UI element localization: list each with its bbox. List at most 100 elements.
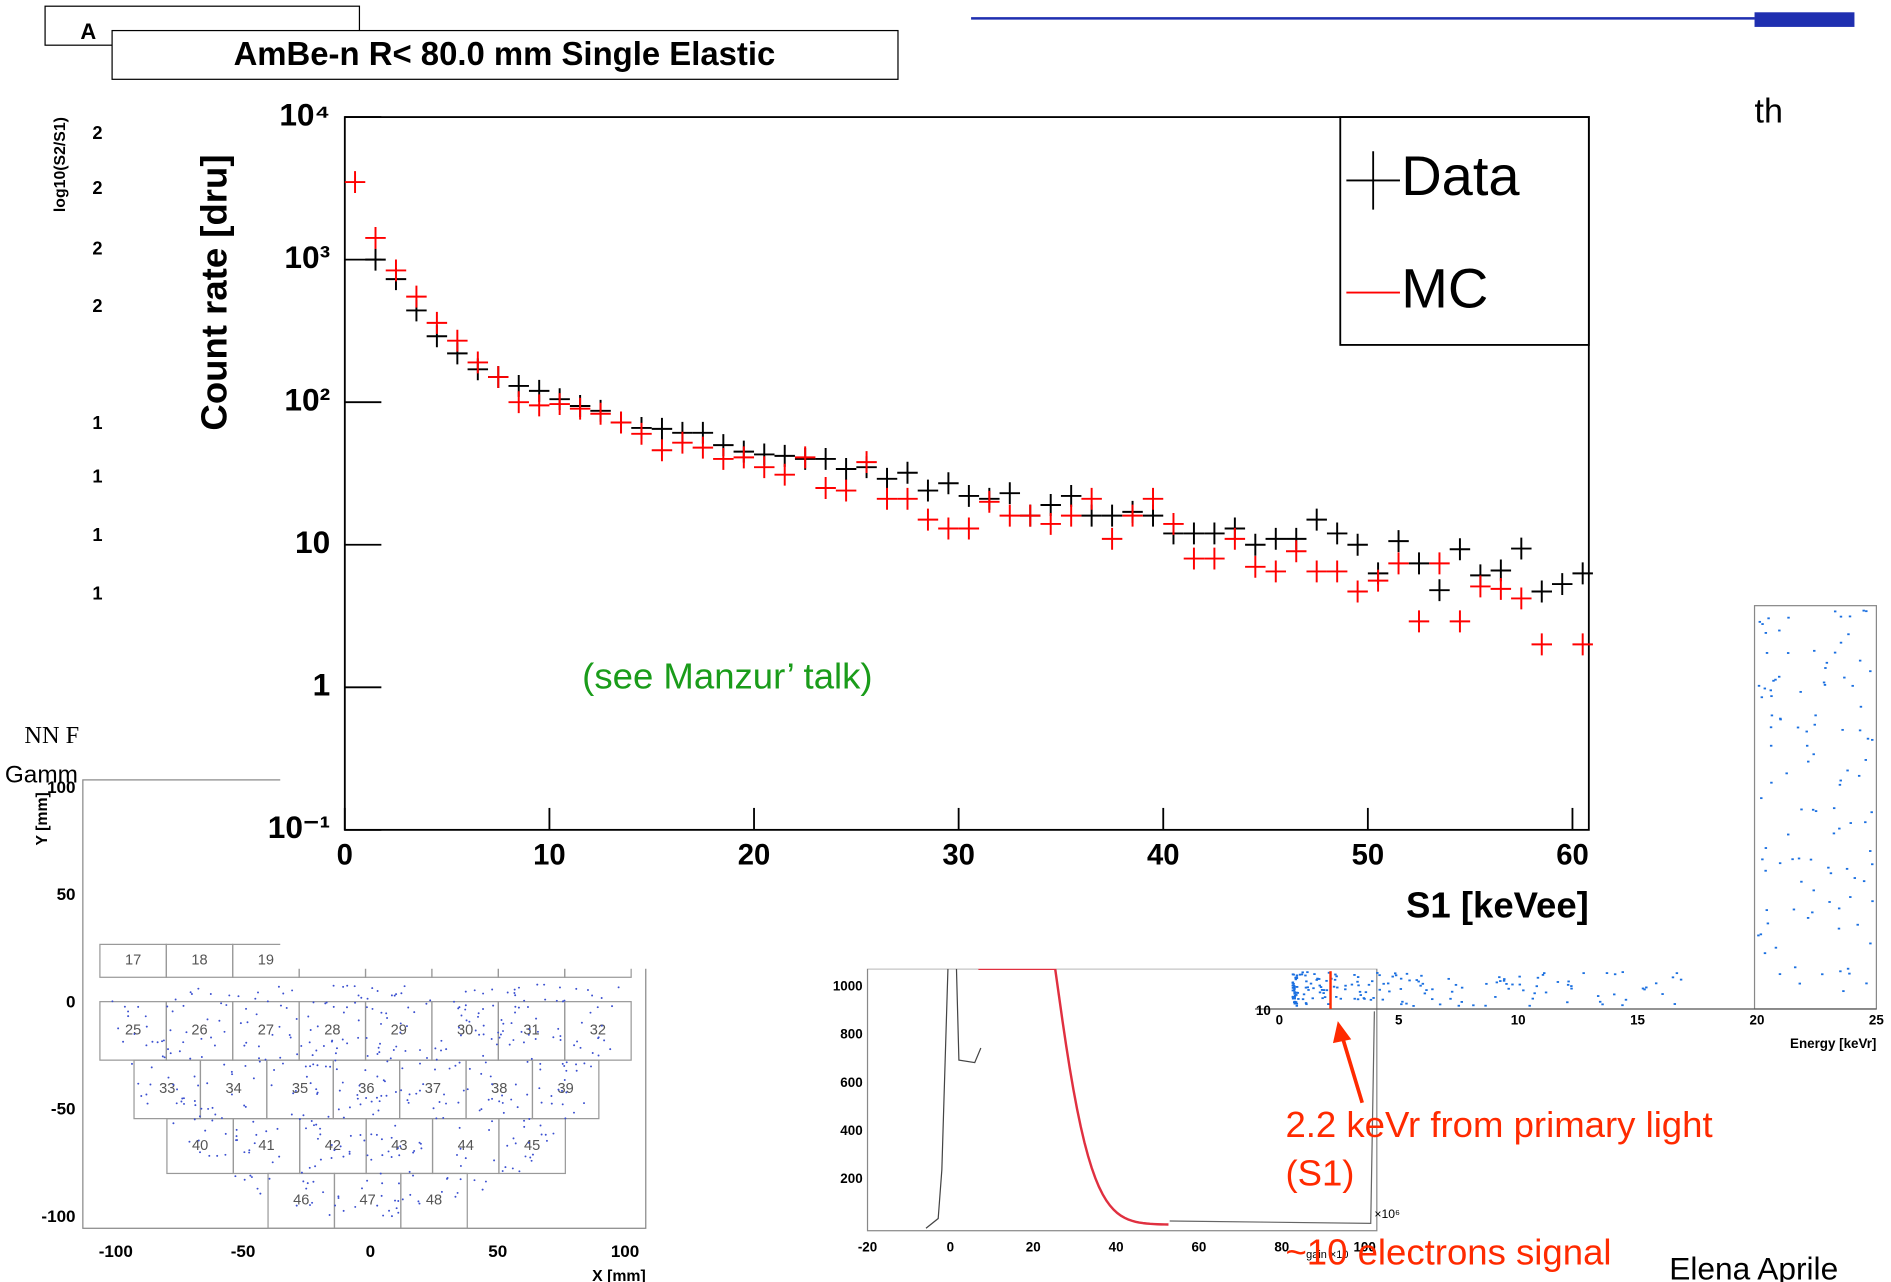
map-dot xyxy=(418,1089,421,1092)
x-tick-label: 30 xyxy=(942,839,975,871)
energy-dot xyxy=(1320,989,1324,991)
energy-dot xyxy=(1295,1004,1299,1007)
data-point xyxy=(1511,537,1532,560)
energy-dot xyxy=(1391,975,1394,978)
energy-dot xyxy=(1394,974,1398,977)
map-dot xyxy=(413,1149,416,1152)
map-cell-label: 29 xyxy=(391,1023,407,1039)
map-dot xyxy=(385,1094,388,1097)
map-dot xyxy=(127,1010,130,1013)
map-dot xyxy=(243,1104,246,1107)
legend-label: MC xyxy=(1401,256,1488,319)
data-point xyxy=(897,487,918,510)
energy-dot xyxy=(1419,984,1422,987)
map-dot xyxy=(482,1054,485,1057)
map-dot xyxy=(346,984,349,987)
map-dot xyxy=(482,1024,485,1027)
map-dot xyxy=(331,1039,334,1042)
map-dot xyxy=(376,1204,379,1207)
map-cell-label: 35 xyxy=(292,1081,308,1097)
map-dot xyxy=(319,1158,322,1161)
energy-dot xyxy=(1566,1001,1569,1004)
map-dot xyxy=(337,1108,340,1111)
map-dot xyxy=(468,1067,471,1070)
energy-dot xyxy=(1764,869,1767,872)
map-dot xyxy=(295,1204,298,1207)
map-cell-label: 34 xyxy=(226,1081,242,1097)
energy-dot xyxy=(1805,730,1808,733)
map-cell-label: 39 xyxy=(558,1081,574,1097)
energy-dot xyxy=(1858,659,1862,662)
energy-dot xyxy=(1761,623,1764,625)
energy-dot xyxy=(1400,1003,1403,1006)
map-dot xyxy=(356,1097,359,1100)
map-dot xyxy=(502,1022,505,1025)
energy-dot xyxy=(1438,1003,1442,1006)
map-cell-label: 42 xyxy=(325,1138,341,1154)
map-dot xyxy=(224,1132,227,1135)
data-point xyxy=(1204,522,1225,545)
map-dot xyxy=(145,1044,148,1047)
energy-dot xyxy=(1318,991,1322,994)
data-point xyxy=(365,226,386,249)
map-dot xyxy=(245,1007,248,1010)
energy-dot xyxy=(1295,991,1298,994)
map-dot xyxy=(580,1021,583,1024)
map-dot xyxy=(270,1084,273,1087)
energy-dot xyxy=(1671,976,1675,979)
energy-dot xyxy=(1420,974,1423,977)
map-dot xyxy=(597,1054,600,1057)
data-point xyxy=(1245,555,1266,578)
x-tick-label: 0 xyxy=(337,839,353,871)
energy-dot xyxy=(1839,615,1843,618)
map-dot xyxy=(342,1116,345,1119)
map-dot xyxy=(456,1191,459,1194)
data-point xyxy=(917,508,939,531)
energy-dot xyxy=(1770,781,1773,784)
map-dot xyxy=(361,1187,363,1190)
energy-dot xyxy=(1570,985,1573,987)
energy-dot xyxy=(1293,992,1296,995)
map-dot xyxy=(400,992,403,995)
x-tick-label: 40 xyxy=(1147,839,1180,871)
energy-dot xyxy=(1798,982,1802,985)
map-dot xyxy=(557,1088,560,1091)
energy-dot xyxy=(1309,982,1313,985)
map-dot xyxy=(324,1002,327,1005)
map-dot xyxy=(140,1094,143,1097)
plot-frame xyxy=(343,116,1590,831)
energy-dot xyxy=(1645,986,1648,989)
map-dot xyxy=(290,1113,293,1116)
map-dot xyxy=(415,1092,418,1095)
energy-dot xyxy=(1544,991,1548,994)
map-dot xyxy=(502,1030,504,1033)
energy-dot xyxy=(1357,984,1360,987)
map-dot xyxy=(145,1025,148,1028)
energy-dot xyxy=(1334,973,1337,976)
map-dot xyxy=(412,1151,415,1154)
map-dot xyxy=(466,1088,469,1091)
data-point xyxy=(1060,484,1082,507)
map-dot xyxy=(536,983,539,986)
energy-dot xyxy=(1412,1005,1415,1007)
map-dot xyxy=(322,1191,325,1194)
energy-dot xyxy=(1763,952,1767,955)
data-point xyxy=(528,394,550,417)
map-dot xyxy=(376,1075,379,1078)
map-cell-label: 48 xyxy=(426,1193,442,1209)
map-dot xyxy=(285,1006,288,1009)
energy-dot xyxy=(1408,979,1411,982)
map-dot xyxy=(558,986,561,989)
map-dot xyxy=(499,1033,502,1036)
map-dot xyxy=(534,1038,537,1040)
map-dot xyxy=(334,1204,337,1207)
data-point xyxy=(733,446,755,469)
map-cell-label: 45 xyxy=(524,1138,540,1154)
map-dot xyxy=(376,1053,379,1055)
map-dot xyxy=(370,1133,373,1136)
title-box xyxy=(111,29,899,80)
map-dot xyxy=(538,1087,541,1090)
gain-y-tick: 600 xyxy=(840,1075,862,1090)
energy-dot xyxy=(1371,980,1374,983)
energy-dot xyxy=(1851,684,1854,687)
